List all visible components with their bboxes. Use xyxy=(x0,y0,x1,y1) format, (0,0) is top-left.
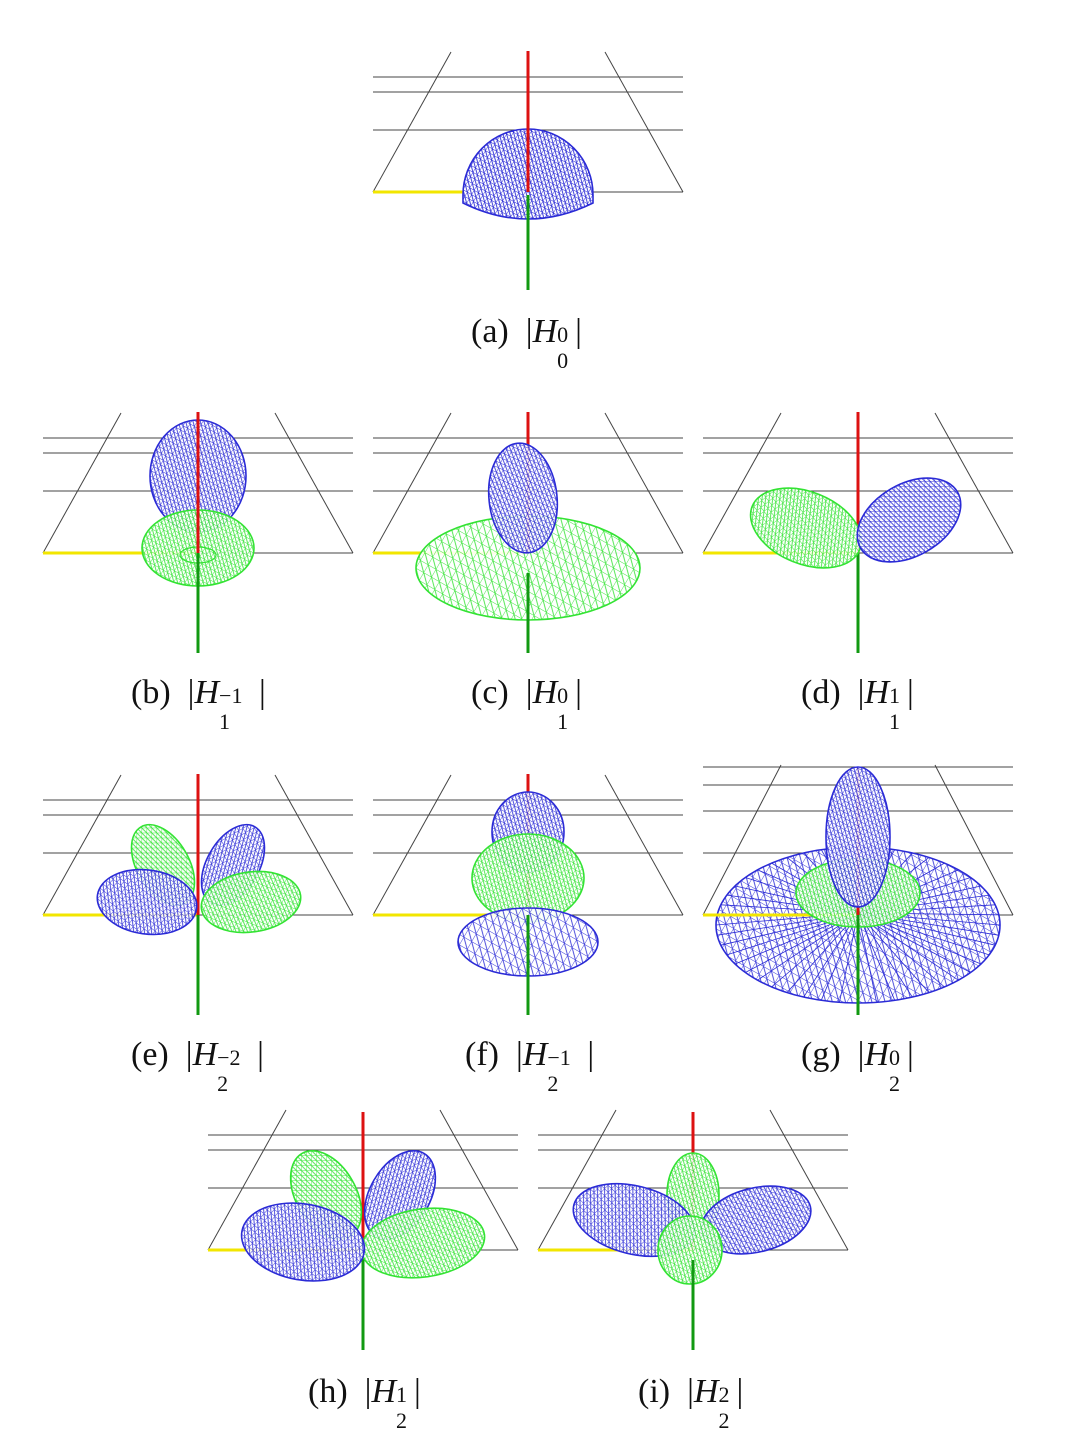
panel-label: (f) xyxy=(465,1036,499,1073)
plot-d xyxy=(702,412,1014,653)
panel-e: (e) |H −2 2 | xyxy=(42,770,354,1096)
subscript: 1 xyxy=(889,709,901,734)
caption-e: (e) |H −2 2 | xyxy=(131,1036,264,1096)
function-symbol: H xyxy=(192,1036,218,1073)
disc-spoke xyxy=(857,912,877,1003)
lobe-bottom-green xyxy=(657,1215,723,1285)
subscript: 2 xyxy=(217,1071,229,1096)
caption-c: (c) |H 0 1 | xyxy=(471,674,582,734)
grid-line xyxy=(934,764,1014,916)
caption-d: (d) |H 1 1 | xyxy=(801,674,914,734)
panel-label: (b) xyxy=(131,674,171,711)
plot-i xyxy=(537,1109,849,1350)
plot-f xyxy=(372,774,684,1015)
grid-line xyxy=(372,51,452,193)
plot-e xyxy=(42,774,354,1015)
panel-h: (h) |H 1 2 | xyxy=(207,1109,519,1440)
superscript: 0 xyxy=(557,322,569,347)
superscript: 0 xyxy=(557,683,569,708)
leaf-lower-left-blue xyxy=(96,868,198,936)
subscript: 1 xyxy=(219,709,231,734)
grid-line xyxy=(372,774,452,916)
caption-f: (f) |H −1 2 | xyxy=(465,1036,595,1096)
plot-b xyxy=(42,412,354,653)
panel-b: (b) |H −1 1 | xyxy=(42,408,354,734)
function-symbol: H xyxy=(194,674,220,711)
function-symbol: H xyxy=(693,1373,719,1410)
caption-a: (a) |H 0 0 | xyxy=(471,313,582,373)
grid-line xyxy=(702,764,782,916)
grid-line xyxy=(372,412,452,554)
grid-line xyxy=(604,774,684,916)
lobe-right-blue xyxy=(856,477,962,563)
panel-label: (d) xyxy=(801,674,841,711)
function-symbol: H xyxy=(864,674,890,711)
panel-label: (e) xyxy=(131,1036,169,1073)
grid-line xyxy=(702,412,782,554)
superscript: 0 xyxy=(889,1045,901,1070)
grid-line xyxy=(274,774,354,916)
grid-line xyxy=(537,1109,617,1251)
caption-h: (h) |H 1 2 | xyxy=(308,1373,421,1433)
egg-lobe-blue xyxy=(487,442,559,554)
subscript: 2 xyxy=(396,1408,408,1433)
panel-i: (i) |H 2 2 | xyxy=(537,1109,849,1440)
grid-line xyxy=(934,412,1014,554)
leaf-lower-right-green xyxy=(200,870,302,934)
panel-label: (c) xyxy=(471,674,509,711)
grid-line xyxy=(604,51,684,193)
panel-g: (g) |H 0 2 | xyxy=(702,764,1014,1096)
caption-b: (b) |H −1 1 | xyxy=(131,674,266,734)
disc-spoke xyxy=(839,912,859,1003)
panel-f: (f) |H −1 2 | xyxy=(372,770,684,1096)
function-symbol: H xyxy=(522,1036,548,1073)
grid-line xyxy=(207,1109,287,1251)
panel-a: (a) |H 0 0 | xyxy=(372,45,684,395)
subscript: 2 xyxy=(718,1408,730,1433)
panel-label: (a) xyxy=(471,313,509,350)
plot-c xyxy=(372,412,684,653)
lobe-left-green xyxy=(749,487,863,569)
leaf-lower-left-blue xyxy=(240,1202,366,1282)
plot-a xyxy=(372,51,684,290)
plot-g xyxy=(702,764,1014,1015)
tall-egg-blue xyxy=(825,766,891,908)
subscript: 1 xyxy=(557,709,569,734)
panel-label: (h) xyxy=(308,1373,348,1410)
caption-g: (g) |H 0 2 | xyxy=(801,1036,914,1096)
superscript: −1 xyxy=(219,683,243,708)
panel-c: (c) |H 0 1 | xyxy=(372,408,684,734)
superscript: −2 xyxy=(217,1045,241,1070)
subscript: 2 xyxy=(889,1071,901,1096)
plot-h xyxy=(207,1109,519,1350)
caption-i: (i) |H 2 2 | xyxy=(638,1373,744,1433)
grid-line xyxy=(274,412,354,554)
function-symbol: H xyxy=(864,1036,890,1073)
subscript: 0 xyxy=(557,348,569,373)
grid-line xyxy=(769,1109,849,1251)
grid-line xyxy=(42,774,122,916)
grid-line xyxy=(42,412,122,554)
function-symbol: H xyxy=(532,313,558,350)
panel-d: (d) |H 1 1 | xyxy=(702,408,1014,734)
panel-label: (g) xyxy=(801,1036,841,1073)
function-symbol: H xyxy=(532,674,558,711)
function-symbol: H xyxy=(371,1373,397,1410)
panel-label: (i) xyxy=(638,1373,671,1410)
grid-line xyxy=(604,412,684,554)
superscript: −1 xyxy=(547,1045,571,1070)
superscript: 1 xyxy=(396,1382,408,1407)
superscript: 2 xyxy=(718,1382,730,1407)
subscript: 2 xyxy=(547,1071,559,1096)
superscript: 1 xyxy=(889,683,901,708)
grid-line xyxy=(439,1109,519,1251)
